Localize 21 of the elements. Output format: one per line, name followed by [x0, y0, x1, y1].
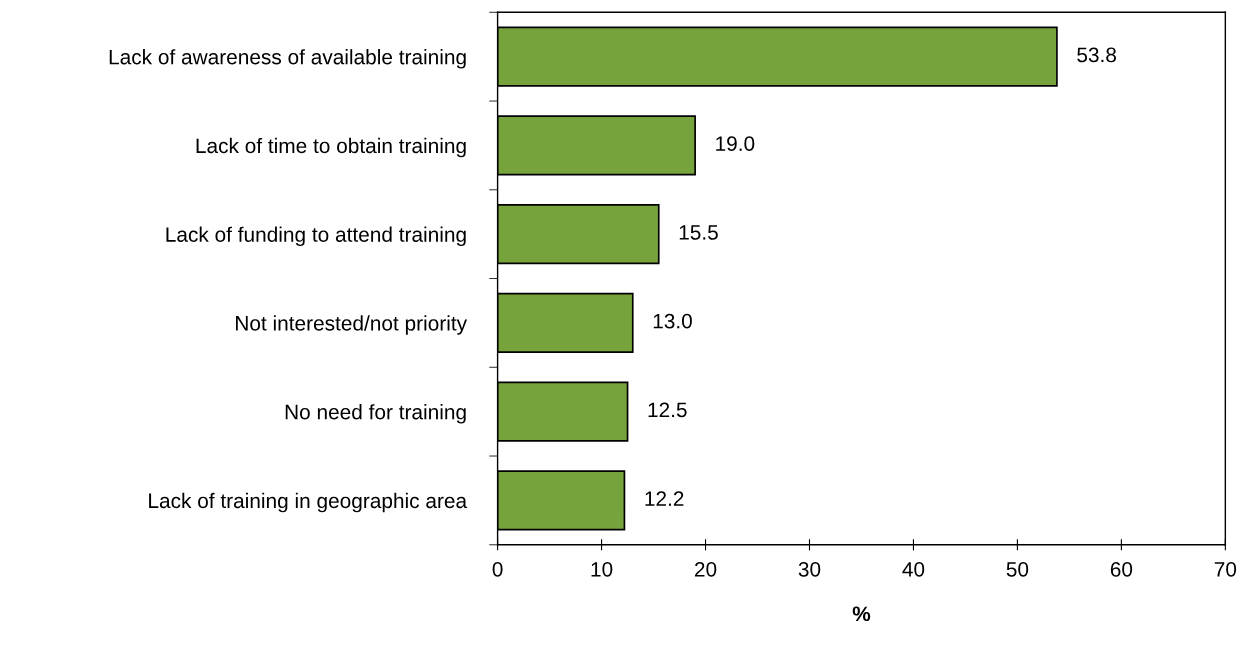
- x-axis-title: %: [852, 606, 871, 622]
- y-tick-label: Not interested/not priority: [236, 315, 468, 335]
- data-label: 12.2: [645, 491, 684, 506]
- y-tick-label: Lack of funding to attend training: [166, 226, 466, 247]
- data-label: 12.5: [648, 402, 687, 418]
- data-label: 19.0: [716, 136, 755, 152]
- x-tick-label: 10: [591, 561, 613, 577]
- x-tick-label: 70: [1214, 561, 1237, 577]
- y-tick-label: Lack of time to obtain training: [196, 137, 466, 158]
- y-tick-label: Lack of training in geographic area: [149, 492, 468, 513]
- x-tick-label: 40: [902, 561, 925, 577]
- x-tick-label: 20: [694, 561, 717, 577]
- data-label: 53.8: [1077, 47, 1117, 63]
- x-tick-label: 50: [1006, 561, 1029, 577]
- y-tick-label: Lack of awareness of available training: [109, 49, 466, 69]
- y-tick-label: No need for training: [285, 404, 466, 424]
- x-tick-label: 0: [492, 561, 503, 577]
- x-tick-label: 30: [798, 561, 821, 577]
- data-label: 13.0: [653, 313, 692, 329]
- x-tick-label: 60: [1110, 561, 1133, 577]
- data-label: 15.5: [679, 225, 718, 240]
